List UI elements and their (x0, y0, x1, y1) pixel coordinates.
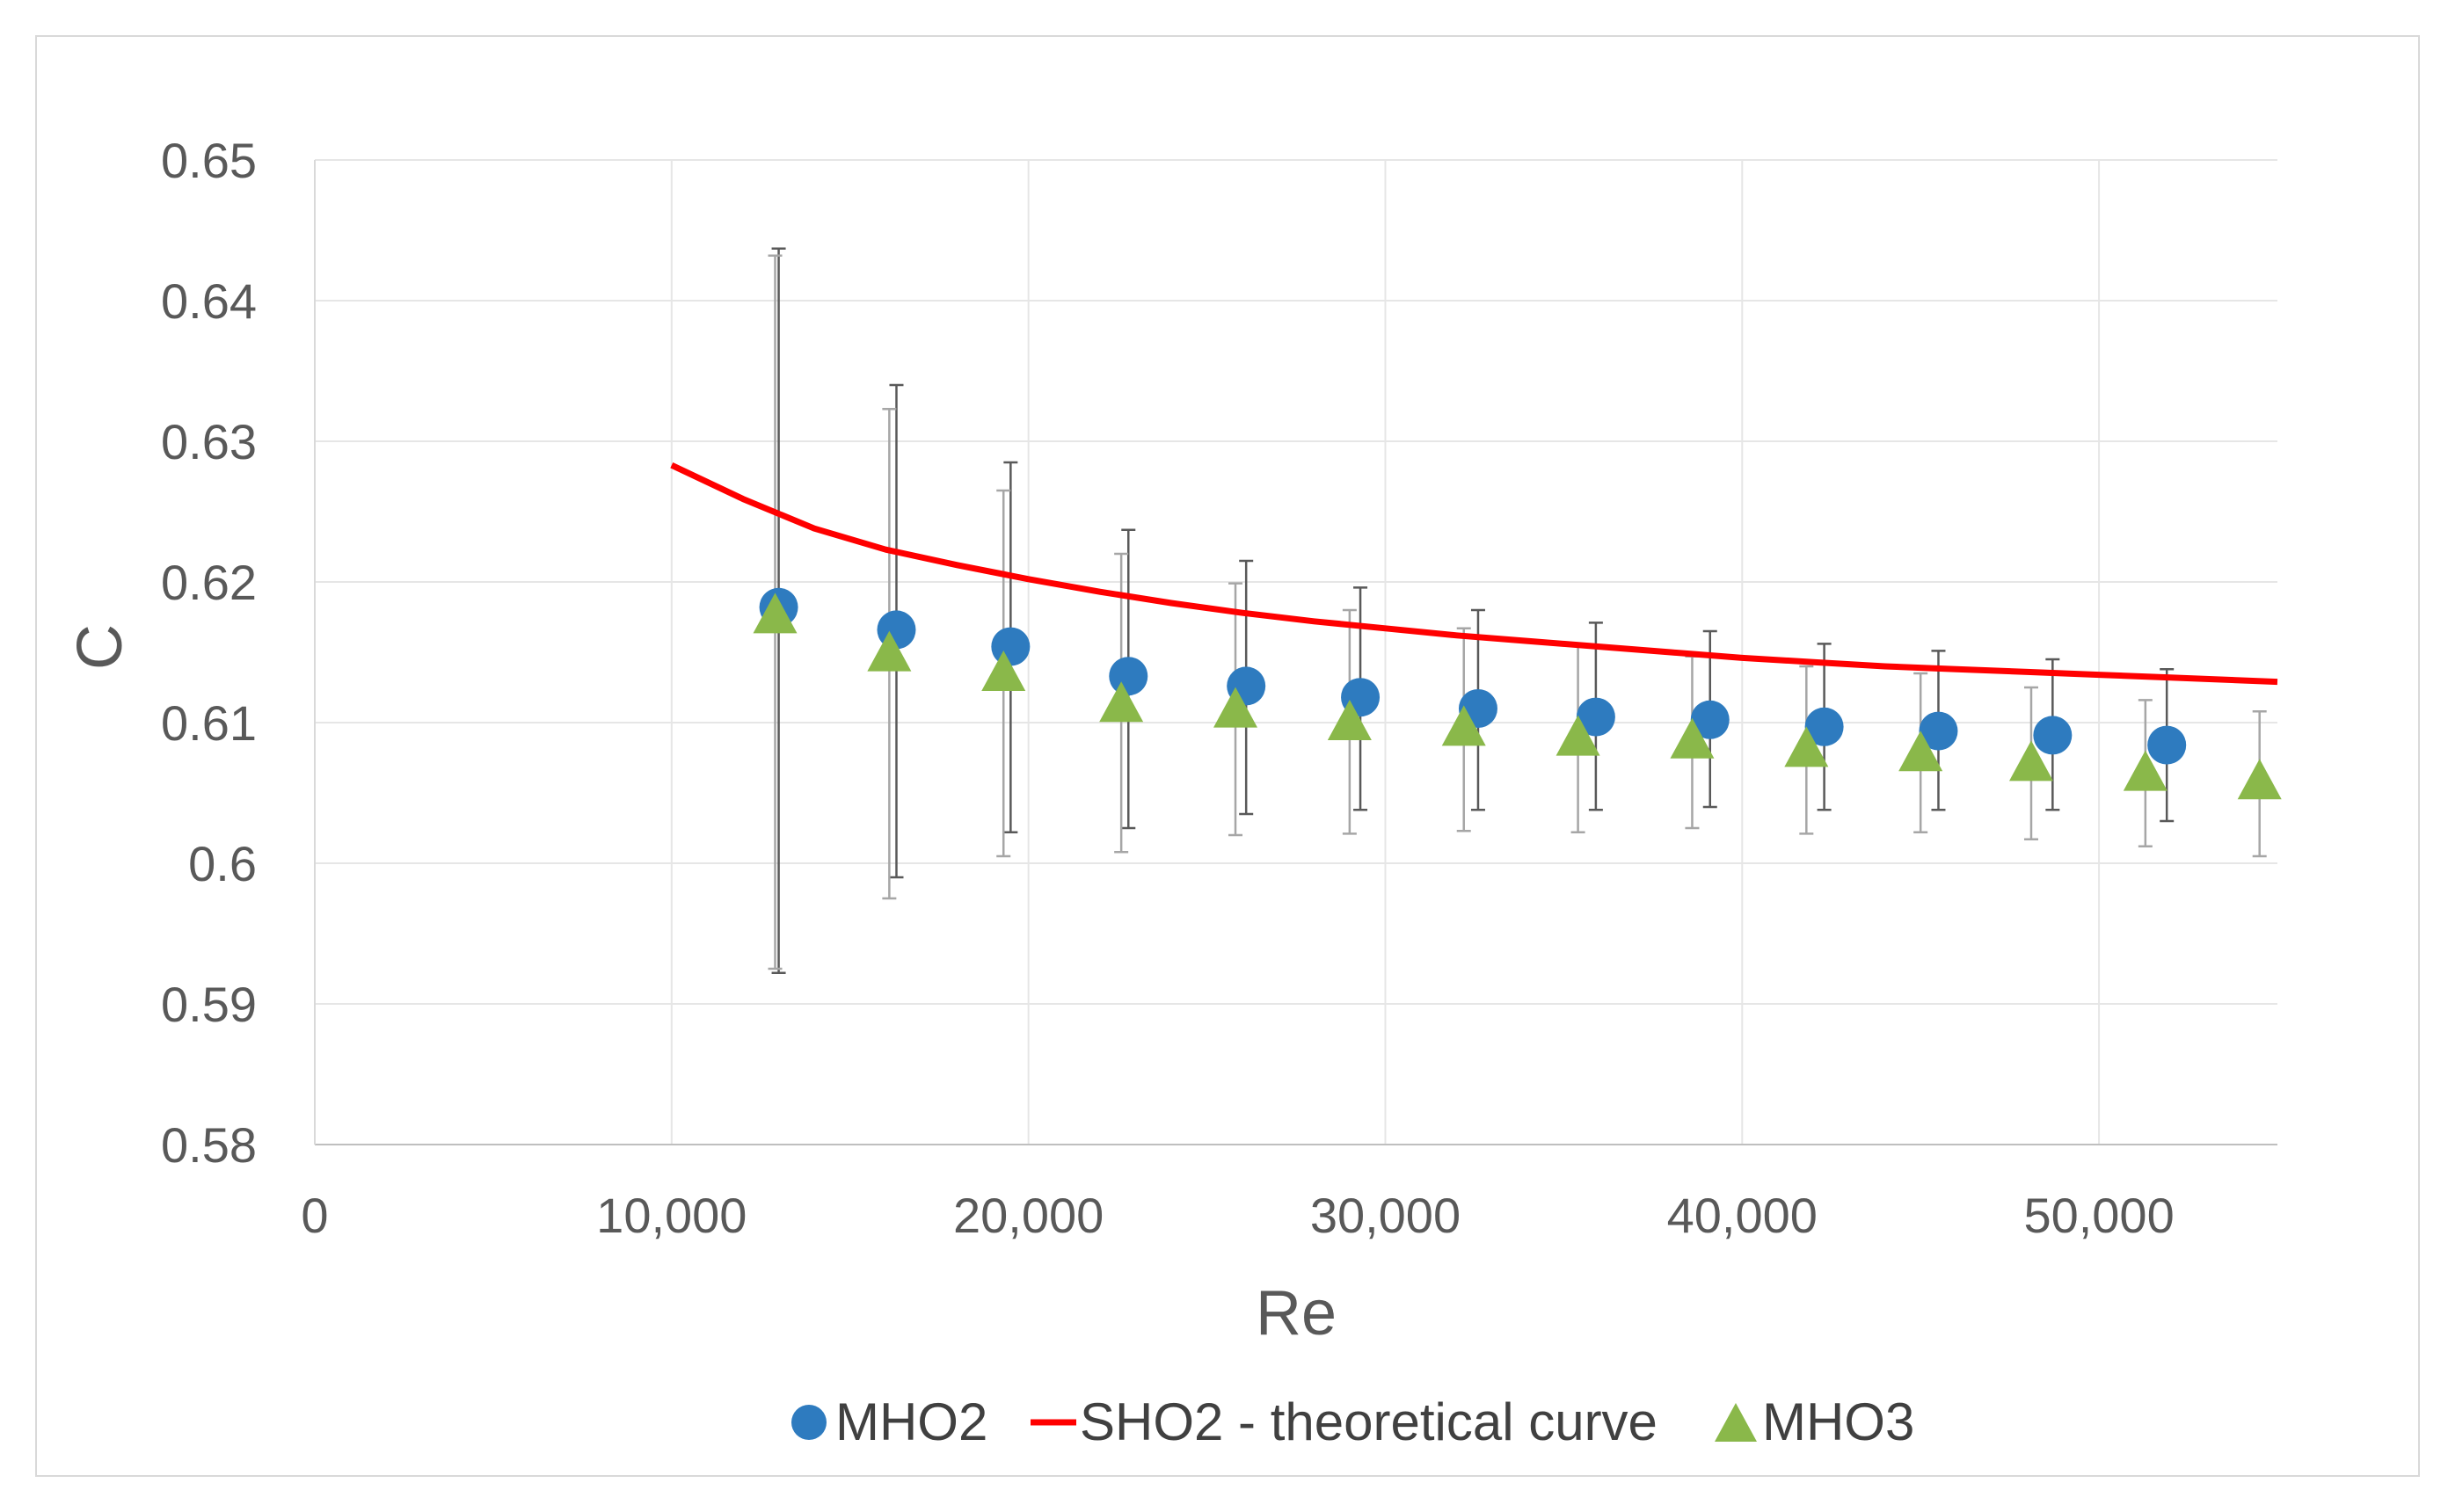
errorbar-layer (768, 247, 2267, 975)
x-tick-label: 40,000 (1667, 1188, 1818, 1243)
label-layer: 0.58 0.59 0.6 0.61 0.62 0.63 0.64 0.65 0 10,000 20… (161, 133, 2175, 1243)
x-tick-label: 0 (301, 1188, 328, 1243)
x-tick-label: 10,000 (596, 1188, 747, 1243)
axis-layer (314, 160, 2277, 1145)
mho2-point (2033, 716, 2073, 755)
mho3-point (867, 630, 912, 672)
x-tick-label: 20,000 (953, 1188, 1104, 1243)
x-tick-label: 30,000 (1310, 1188, 1461, 1243)
y-tick-label: 0.61 (161, 695, 257, 751)
mho3-point (2008, 740, 2053, 781)
y-tick-label: 0.63 (161, 414, 257, 469)
y-tick-label: 0.65 (161, 133, 257, 188)
mho3-point (1213, 687, 1258, 728)
mho3-point (1441, 705, 1486, 746)
legend-label-mho3: MHO3 (1762, 1392, 1914, 1451)
legend: MHO2 SHO2 - theoretical curve MHO3 (791, 1392, 1914, 1451)
mho3-point (981, 651, 1026, 691)
mho2-point (991, 627, 1031, 666)
y-tick-label: 0.6 (188, 836, 257, 891)
grid-layer (315, 159, 2277, 1145)
y-tick-label: 0.59 (161, 977, 257, 1032)
mho3-point (2123, 750, 2168, 791)
legend-marker-mho2 (791, 1405, 827, 1440)
mho2-point (1919, 711, 1958, 751)
mho2-point (2147, 725, 2187, 765)
y-tick-label: 0.62 (161, 555, 257, 610)
sho2-theoretical-curve-line (670, 462, 2278, 686)
y-axis-title: C (65, 624, 135, 670)
chart-frame (35, 35, 2420, 1477)
mho2-point (1576, 697, 1615, 737)
mho3-point (1784, 726, 1829, 767)
legend-marker-mho3 (1715, 1403, 1757, 1442)
mho3-point (1898, 731, 1943, 772)
x-axis-title: Re (1256, 1278, 1337, 1348)
mho3-point (2237, 759, 2282, 800)
mho3-point (1556, 715, 1600, 756)
mho3-point (753, 592, 798, 634)
mho3-point (1327, 700, 1372, 740)
legend-label-mho2: MHO2 (835, 1392, 987, 1451)
y-tick-label: 0.58 (161, 1117, 257, 1173)
legend-label-sho2: SHO2 - theoretical curve (1080, 1392, 1658, 1451)
y-tick-label: 0.64 (161, 273, 257, 329)
x-tick-label: 50,000 (2023, 1188, 2174, 1243)
series-layer (670, 462, 2282, 800)
mho3-point (1099, 681, 1144, 723)
mho2-point (1690, 700, 1730, 739)
mho3-point (1670, 717, 1715, 759)
mho2-point (1109, 657, 1148, 696)
mho2-point (1804, 707, 1844, 746)
